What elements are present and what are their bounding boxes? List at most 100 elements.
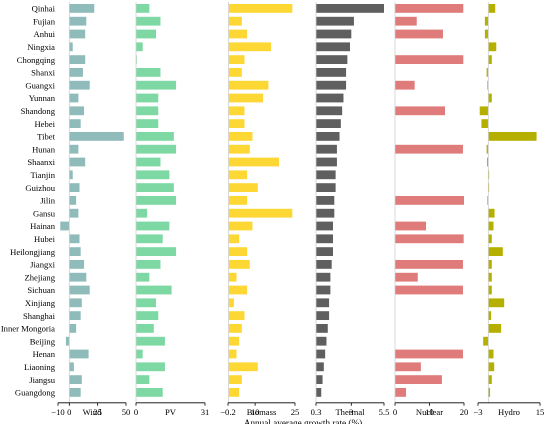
bar-hydro — [488, 272, 492, 282]
bar-thermal — [316, 260, 332, 269]
bar-wind — [69, 16, 87, 26]
bar-thermal — [316, 106, 343, 116]
bar-hydro — [487, 80, 489, 90]
bar-nuclear — [395, 375, 442, 384]
bar-biomass — [228, 93, 264, 103]
bar-pv — [136, 80, 177, 90]
tick-label: −0.2 — [220, 407, 236, 417]
category-label: Tianjin — [30, 170, 55, 180]
bar-wind — [69, 42, 73, 52]
panel-label: Nuclear — [416, 407, 443, 417]
bar-biomass — [228, 336, 240, 346]
bar-wind — [69, 68, 83, 77]
bar-wind — [69, 208, 79, 218]
bar-wind — [69, 362, 74, 372]
tick-label: 0 — [393, 407, 397, 417]
tick-label: 15 — [536, 407, 545, 417]
bar-thermal — [316, 375, 323, 384]
panel-label: Wind — [83, 407, 102, 417]
bar-hydro — [488, 234, 492, 244]
bar-biomass — [228, 68, 242, 77]
bar-wind — [69, 375, 82, 384]
bar-biomass — [228, 272, 237, 282]
bar-nuclear — [395, 106, 446, 116]
bar-hydro — [488, 285, 492, 295]
bar-hydro — [479, 106, 489, 116]
category-label: Jiangsu — [29, 375, 55, 385]
bar-pv — [136, 272, 150, 282]
bar-nuclear — [395, 196, 464, 205]
bar-nuclear — [395, 362, 421, 372]
x-axis-title: Annual average growth rate (%) — [244, 418, 362, 424]
bar-biomass — [228, 16, 242, 26]
bar-biomass — [228, 375, 242, 384]
tick-label: 5.5 — [379, 407, 390, 417]
bar-hydro — [488, 324, 502, 333]
category-label: Xinjiang — [25, 298, 56, 308]
bar-hydro — [488, 42, 497, 52]
bar-wind — [69, 106, 85, 116]
bar-wind — [69, 272, 87, 282]
tick-label: 50 — [122, 407, 131, 417]
bar-hydro — [488, 375, 492, 384]
bar-pv — [136, 68, 161, 77]
bar-pv — [136, 183, 174, 192]
category-label: Liaoning — [24, 362, 56, 372]
tick-label: 20 — [460, 407, 469, 417]
bar-thermal — [316, 324, 328, 333]
tick-label: 25 — [93, 407, 102, 417]
bar-biomass — [228, 221, 253, 231]
bar-thermal — [316, 157, 337, 167]
bar-pv — [136, 106, 159, 116]
bar-hydro — [488, 55, 492, 64]
bar-pv — [136, 208, 148, 218]
bar-hydro — [484, 16, 489, 26]
bar-hydro — [488, 208, 495, 218]
bar-biomass — [228, 311, 245, 320]
bar-pv — [136, 29, 157, 39]
bar-hydro — [486, 157, 489, 167]
bar-nuclear — [395, 221, 427, 231]
tick-label: 0 — [134, 407, 138, 417]
bar-pv — [136, 234, 163, 244]
bar-biomass — [228, 324, 242, 333]
bar-biomass — [228, 208, 293, 218]
bar-wind — [69, 260, 85, 269]
bar-pv — [136, 362, 165, 372]
bar-thermal — [316, 132, 340, 141]
bar-hydro — [481, 119, 489, 128]
bar-pv — [136, 119, 159, 128]
category-label: Heilongjiang — [10, 247, 56, 257]
tick-label: 0.3 — [311, 407, 322, 417]
bar-biomass — [228, 388, 240, 397]
category-label: Chongqing — [17, 55, 56, 65]
tick-label: 10 — [251, 407, 260, 417]
category-label: Ningxia — [27, 42, 55, 52]
bar-wind — [69, 388, 81, 397]
bar-thermal — [316, 196, 335, 205]
bar-nuclear — [395, 349, 463, 359]
panel-label: Biomass — [247, 407, 277, 417]
bar-biomass — [228, 247, 248, 256]
bar-wind — [69, 234, 80, 244]
bar-thermal — [316, 234, 333, 244]
bar-pv — [136, 4, 150, 13]
bar-wind — [69, 196, 77, 205]
bar-thermal — [316, 298, 330, 308]
category-label: Anhui — [34, 29, 56, 39]
tick-label: 3 — [349, 407, 353, 417]
tick-label: −10 — [51, 407, 64, 417]
bar-thermal — [316, 55, 348, 64]
bar-biomass — [228, 55, 245, 64]
bar-biomass — [228, 298, 234, 308]
category-label: Henan — [33, 349, 56, 359]
category-label: Yunnan — [29, 93, 56, 103]
bar-pv — [136, 260, 161, 269]
bar-pv — [136, 375, 150, 384]
bar-hydro — [486, 68, 489, 77]
bar-wind — [69, 80, 90, 90]
bar-hydro — [488, 221, 494, 231]
bar-wind — [69, 132, 124, 141]
category-label: Shanxi — [31, 68, 55, 78]
